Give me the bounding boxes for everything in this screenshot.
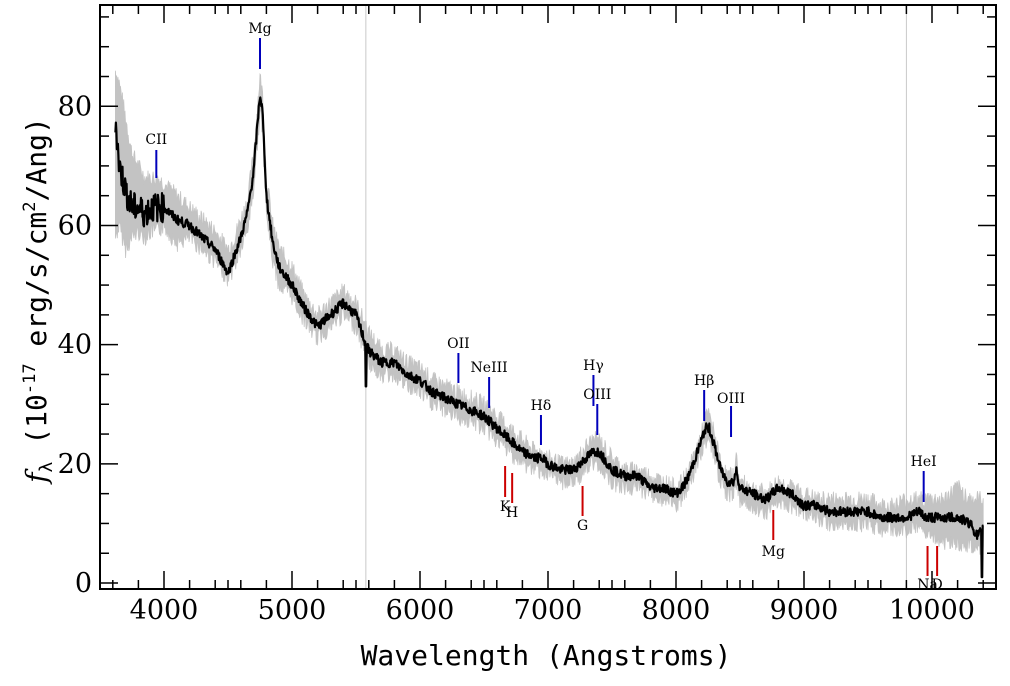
x-tick-label: 6000	[386, 595, 455, 626]
y-tick-label: 40	[58, 330, 92, 361]
x-tick-label: 8000	[642, 595, 711, 626]
x-tick-label: 4000	[130, 595, 199, 626]
spectral-line-label: H	[506, 505, 518, 521]
x-tick-label: 5000	[258, 595, 327, 626]
x-tick-label: 9000	[770, 595, 839, 626]
spectral-line-label: OIII	[717, 391, 745, 407]
x-tick-label: 10000	[889, 595, 975, 626]
spectral-line-label: Hδ	[531, 398, 552, 414]
spectral-line-label: K	[500, 499, 511, 515]
y-tick-label: 80	[58, 91, 92, 122]
y-tick-label: 0	[75, 568, 92, 599]
spectral-line-label: OIII	[583, 387, 611, 403]
spectral-line-label: NeIII	[471, 360, 508, 376]
spectral-line-label: Mg	[762, 544, 785, 560]
axis-labels: Wavelength (Angstroms) fλ (10-17 erg/s/c…	[20, 91, 975, 672]
x-axis-label: Wavelength (Angstroms)	[361, 639, 732, 672]
spectral-line-label: G	[577, 518, 588, 534]
spectral-line-label: OII	[447, 336, 470, 352]
spectral-line-label: D	[932, 577, 943, 593]
spectral-line-label: Hβ	[694, 373, 714, 389]
spectral-line-label: HeI	[911, 454, 937, 470]
spectral-line-label: CII	[145, 132, 167, 148]
x-tick-label: 7000	[514, 595, 583, 626]
spectral-line-label: Hγ	[583, 358, 604, 374]
spectrum-line	[114, 96, 984, 579]
spectral-line-label: Mg	[248, 21, 271, 37]
y-axis-label: fλ (10-17 erg/s/cm2/Ang)	[20, 117, 57, 485]
y-tick-label: 20	[58, 449, 92, 480]
axes-frame	[99, 4, 997, 590]
error-band	[115, 70, 984, 556]
y-tick-label: 60	[58, 210, 92, 241]
